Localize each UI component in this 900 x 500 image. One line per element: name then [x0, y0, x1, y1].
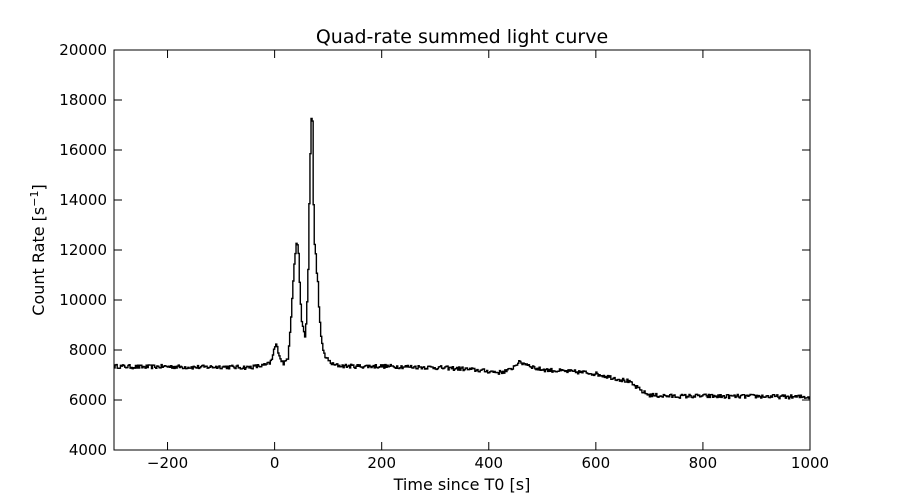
- y-tick-label: 4000: [69, 441, 107, 459]
- x-tick-label: 200: [367, 454, 396, 472]
- y-tick-label: 8000: [69, 341, 107, 359]
- y-axis-label-close: ]: [29, 184, 48, 190]
- y-axis-label-text: Count Rate [s: [29, 207, 48, 316]
- chart-title: Quad-rate summed light curve: [316, 26, 608, 48]
- y-tick-label: 16000: [59, 141, 107, 159]
- y-tick-label: 14000: [59, 191, 107, 209]
- y-axis-ticks: 4000 6000 8000 10000 12000 14000 16000 18000 200…: [59, 41, 810, 459]
- x-tick-label: 800: [689, 454, 718, 472]
- x-tick-label: 400: [474, 454, 503, 472]
- y-axis-label-superscript: −1: [28, 191, 41, 207]
- y-tick-label: 20000: [59, 41, 107, 59]
- series-layer: [114, 117, 810, 400]
- x-axis-label: Time since T0 [s]: [393, 475, 531, 494]
- y-tick-label: 10000: [59, 291, 107, 309]
- y-tick-label: 6000: [69, 391, 107, 409]
- y-tick-label: 12000: [59, 241, 107, 259]
- x-axis-ticks: −200 0 200 400 600 800 1000: [147, 50, 829, 472]
- x-tick-label: 1000: [791, 454, 829, 472]
- x-tick-label: 0: [270, 454, 280, 472]
- x-tick-label: 600: [582, 454, 611, 472]
- series-line: [114, 117, 810, 400]
- x-tick-label: −200: [147, 454, 188, 472]
- y-axis-label: Count Rate [s−1]: [28, 184, 48, 315]
- y-tick-label: 18000: [59, 91, 107, 109]
